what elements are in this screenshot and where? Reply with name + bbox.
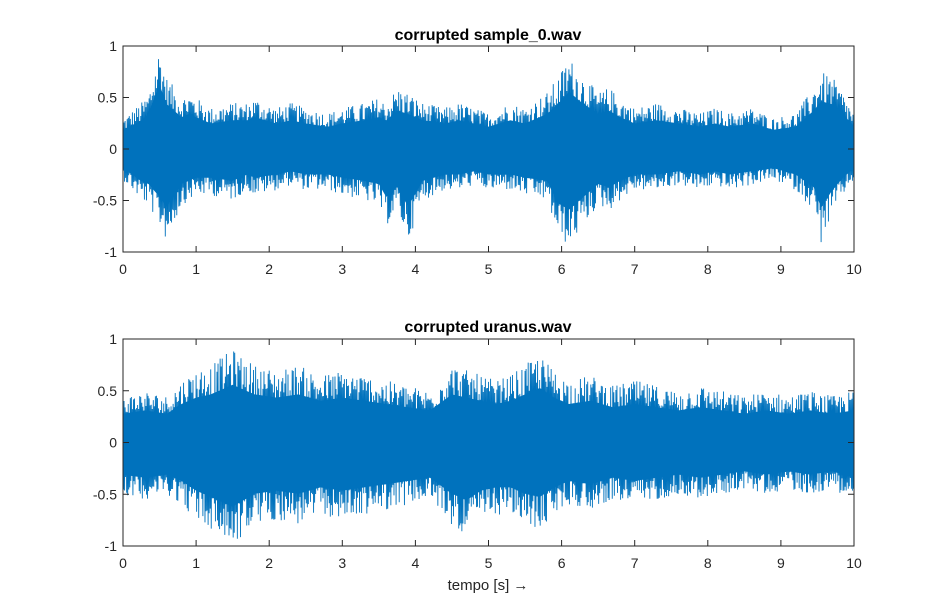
x-tick-label: 8 [704,261,712,277]
x-tick-label: 3 [338,555,346,571]
y-tick-label: 0 [109,141,117,157]
x-tick-label: 3 [338,261,346,277]
x-tick-label: 6 [558,555,566,571]
x-tick-label: 5 [485,261,493,277]
y-tick-label: 0.5 [98,90,118,106]
x-tick-label: 5 [485,555,493,571]
x-axis-label: tempo [s] → [448,577,529,594]
x-tick-label: 6 [558,261,566,277]
y-tick-label: 1 [109,331,117,347]
x-tick-label: 2 [265,555,273,571]
y-tick-label: -0.5 [93,486,117,502]
x-axis-ticks: 0 1 2 3 4 5 6 7 8 9 10 [119,46,862,277]
subplot-sample-0: corrupted sample_0.wav 0 1 2 3 4 5 6 7 8 9 10 -1-0… [93,27,862,277]
plot-area [122,351,855,539]
x-tick-label: 4 [412,261,420,277]
x-tick-label: 1 [192,261,200,277]
x-tick-label: 8 [704,555,712,571]
y-tick-label: -1 [105,538,118,554]
subplot-title: corrupted uranus.wav [404,319,571,336]
x-tick-label: 7 [631,555,639,571]
y-axis-ticks: -1 -0.5 0 0.5 1 [93,38,854,260]
x-tick-label: 0 [119,555,127,571]
y-tick-label: -1 [105,244,118,260]
x-tick-label: 10 [846,261,862,277]
x-tick-label: 2 [265,261,273,277]
x-tick-label: 4 [412,555,420,571]
waveform-envelope [123,384,854,507]
waveform-envelope [123,85,854,210]
y-axis-ticks: -1 -0.5 0 0.5 1 [93,331,854,554]
x-tick-label: 1 [192,555,200,571]
subplot-title: corrupted sample_0.wav [395,27,582,44]
x-tick-label: 9 [777,261,785,277]
x-axis-ticks: 0 1 2 3 4 5 6 7 8 9 10 [119,339,862,571]
x-tick-label: 9 [777,555,785,571]
y-tick-label: -0.5 [93,193,117,209]
subplot-uranus: corrupted uranus.wav 0 1 2 3 4 5 6 7 8 9 10 -1-0.5… [93,319,862,594]
plot-area [122,59,855,243]
x-tick-label: 7 [631,261,639,277]
y-tick-label: 0 [109,435,117,451]
y-tick-label: 1 [109,38,117,54]
x-tick-label: 10 [846,555,862,571]
y-tick-label: 0.5 [98,383,118,399]
x-tick-label: 0 [119,261,127,277]
